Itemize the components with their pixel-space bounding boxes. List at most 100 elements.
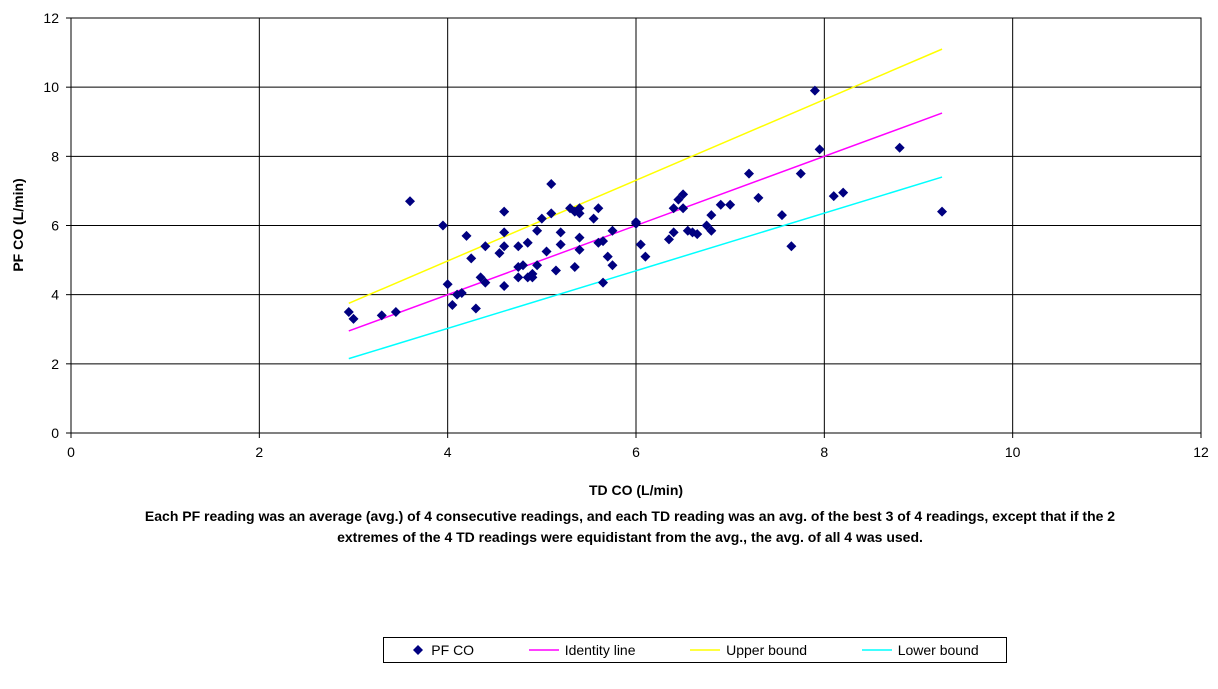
legend-line-lower [861,649,892,651]
data-point [466,253,477,264]
x-tick-label: 0 [67,444,75,460]
data-point [598,236,609,247]
data-point [635,239,646,250]
y-tick-label: 0 [51,425,59,441]
data-point [706,225,717,236]
data-point [550,265,561,276]
legend: PF CO Identity line Upper bound Lower bo… [383,637,1007,663]
x-tick-label: 2 [255,444,263,460]
data-point [405,196,415,207]
data-point [593,203,604,214]
data-point [480,277,491,288]
data-point [536,213,547,224]
data-point [437,220,448,231]
data-point [348,313,359,324]
data-point [776,210,787,221]
data-point [809,85,820,96]
data-point [343,306,354,317]
data-point [499,206,510,217]
data-point [838,187,849,198]
data-point [442,279,453,290]
y-tick-label: 12 [43,10,59,26]
series-line-identity-line [348,112,943,332]
data-point [663,234,674,245]
grid-layer [66,17,1202,438]
data-point [668,203,679,214]
data-point [725,199,736,210]
series-line-lower-bound [348,176,943,360]
data-point [541,246,552,257]
data-point [499,241,510,252]
data-point [447,300,458,311]
data-point [607,260,618,271]
x-tick-label: 6 [632,444,640,460]
tick-layer: 0 2 4 6 8 10 12 0 2 4 6 8 10 12 [43,10,1209,460]
data-point [678,203,689,214]
data-point [715,199,726,210]
data-point [522,237,533,248]
data-point [706,210,717,221]
data-point [828,191,839,202]
legend-label-upper-bound: Upper bound [726,642,808,658]
data-point [461,230,472,241]
y-tick-label: 8 [51,148,59,164]
data-point [513,241,524,252]
data-point [555,227,566,238]
legend-line-upper [690,649,721,651]
data-point [668,227,679,238]
data-point [513,272,524,283]
data-point [795,168,806,179]
data-point [574,203,585,214]
y-axis-title: PF CO (L/min) [10,178,26,271]
data-point [692,229,703,240]
data-point [678,189,689,200]
data-point [753,192,764,203]
data-point [574,232,585,243]
data-point [937,206,948,217]
y-tick-label: 6 [51,218,59,234]
data-point [376,310,387,321]
legend-item-upper-bound: Upper bound [690,642,807,658]
legend-line-identity [528,649,559,651]
data-point [814,144,825,155]
legend-item-pf-co: PF CO [411,642,474,658]
legend-marker-pf-co [413,645,424,655]
data-point [390,306,401,317]
data-point [894,142,905,153]
data-point [744,168,754,179]
x-axis-title: TD CO (L/min) [589,482,683,498]
data-point [602,251,613,262]
data-point [470,303,481,314]
data-point [499,281,510,292]
data-point [546,179,557,189]
data-point [607,225,618,236]
data-point [598,277,609,288]
chart-caption: Each PF reading was an average (avg.) of… [144,508,1116,545]
legend-label-pf-co: PF CO [431,642,475,658]
data-point [555,239,566,250]
y-tick-label: 4 [51,287,59,303]
y-tick-label: 2 [51,356,59,372]
y-tick-label: 10 [43,79,59,95]
data-point [574,208,585,219]
x-tick-label: 10 [1005,444,1021,460]
legend-label-lower-bound: Lower bound [897,642,979,658]
data-point [480,241,491,252]
data-point [569,262,580,272]
data-point [527,272,538,283]
legend-label-identity-line: Identity line [564,642,636,658]
data-point [456,287,467,298]
series-layer [343,48,948,360]
data-point [532,225,543,236]
data-point [518,260,528,271]
data-point [786,241,797,252]
data-point [588,213,599,224]
data-point [640,251,651,262]
data-point [546,208,557,219]
data-point [574,244,585,255]
x-tick-label: 12 [1193,444,1209,460]
data-point [631,218,641,229]
legend-item-identity-line: Identity line [528,642,636,658]
data-point [494,248,505,259]
